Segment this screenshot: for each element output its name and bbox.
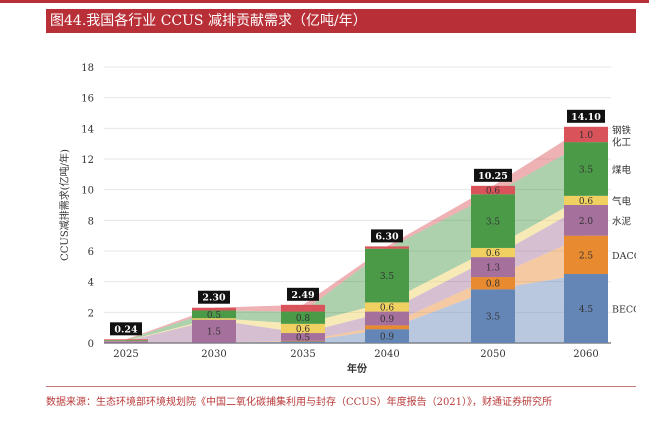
legend-label-steel: 钢铁	[612, 124, 632, 136]
x-tick-label: 2040	[374, 349, 399, 360]
total-label-box	[371, 229, 403, 243]
figure-title: 图44.我国各行业 CCUS 减排贡献需求（亿吨/年）	[50, 13, 367, 29]
total-label: 14.10	[571, 112, 601, 123]
segment-value-label: 3.5	[486, 313, 501, 323]
segment-value-label: 3.5	[486, 218, 501, 228]
footer-rule	[46, 386, 636, 387]
legend-label: 煤电	[612, 164, 632, 176]
segment-value-label: 1.0	[579, 131, 594, 141]
y-tick-label: 2	[88, 308, 94, 319]
bar-segment	[365, 325, 409, 330]
segment-value-label: 0.8	[296, 314, 311, 324]
segment-value-label: 0.6	[296, 325, 311, 335]
segment-value-label: 0.9	[380, 333, 395, 343]
bar-segment	[564, 142, 608, 196]
y-tick-label: 0	[88, 339, 94, 350]
bar-segment	[104, 340, 148, 341]
bar-segment	[564, 235, 608, 274]
segment-value-label: 0.9	[380, 315, 395, 325]
total-label-box	[198, 290, 230, 304]
bar-segment	[365, 311, 409, 326]
bar-segment	[471, 185, 515, 195]
top-rule	[0, 0, 649, 3]
x-tick-label: 2060	[573, 349, 598, 360]
bar-segment	[192, 310, 236, 319]
bar-segment	[471, 257, 515, 278]
y-axis-title: CCUS减排需求(亿吨/年)	[58, 149, 71, 261]
segment-value-label: 2.5	[579, 251, 594, 261]
legend-label: 气电	[612, 195, 632, 207]
total-label: 10.25	[478, 171, 508, 182]
segment-value-label: 0.5	[296, 333, 311, 343]
bar-segment	[281, 311, 325, 324]
x-tick-label: 2035	[290, 349, 315, 360]
legend-label-chemical: 化工	[612, 136, 632, 148]
bar-segment	[281, 304, 325, 312]
x-tick-label: 2030	[201, 349, 226, 360]
total-label-box	[567, 109, 605, 123]
bar-segment	[281, 323, 325, 334]
bar-segment	[104, 341, 148, 343]
segment-value-label: 0.6	[486, 249, 501, 259]
bar-segment	[564, 126, 608, 143]
segment-value-label: 4.5	[579, 305, 594, 315]
segment-value-label: 0.6	[486, 187, 501, 197]
x-tick-label: 2050	[480, 349, 505, 360]
bar-segment	[365, 302, 409, 312]
stacked-area-chart: 0 2 4 6 8 10 12 14 16 18 0.9 3.5 4.5 0.8 2.5 1.5 0.5 0.9 1…	[58, 63, 636, 375]
segment-value-label: 3.5	[380, 272, 395, 282]
area-band-3	[126, 195, 586, 342]
bar-segment	[471, 194, 515, 248]
bar-segment	[365, 329, 409, 343]
bar-segment	[365, 248, 409, 303]
total-label-box	[287, 287, 319, 301]
bar-segment	[281, 341, 325, 343]
segment-value-label: 0.8	[486, 280, 501, 290]
segment-value-label: 1.5	[207, 328, 222, 338]
total-label-box	[110, 322, 142, 336]
y-tick-label: 4	[88, 278, 94, 289]
source-note: 数据来源：生态环境部环境规划院《中国二氧化碳捕集利用与封存（CCUS）年度报告（…	[46, 397, 553, 408]
bar-segment	[281, 333, 325, 341]
bar-segment	[192, 319, 236, 343]
bar-segment	[192, 318, 236, 320]
total-label: 0.24	[114, 324, 138, 335]
segment-value-label: 0.5	[207, 311, 222, 321]
y-tick-label: 8	[88, 216, 94, 227]
total-label-box	[474, 168, 512, 182]
bar-segment	[471, 247, 515, 258]
x-tick-label: 2025	[113, 349, 138, 360]
segment-value-label: 0.6	[579, 197, 594, 207]
bar-segment	[564, 274, 608, 343]
segment-value-label: 1.3	[486, 264, 501, 274]
bar-segment	[471, 289, 515, 343]
bar-segment	[281, 340, 325, 342]
total-label: 6.30	[375, 231, 399, 242]
x-axis-title: 年份	[347, 362, 368, 375]
bar-segment	[192, 307, 236, 311]
bar-segment	[564, 195, 608, 205]
y-tick-label: 16	[81, 94, 94, 105]
legend-label: 水泥	[612, 215, 632, 227]
bar-segment	[104, 339, 148, 341]
y-tick-label: 12	[81, 155, 94, 166]
bar-segment	[564, 205, 608, 236]
total-label: 2.30	[202, 293, 226, 304]
title-bar: 图44.我国各行业 CCUS 减排贡献需求（亿吨/年）	[46, 9, 636, 33]
segment-value-label: 3.5	[579, 165, 594, 175]
legend-label: BECCS	[612, 305, 636, 316]
legend-label: DACCS	[612, 251, 636, 262]
bar-segment	[471, 277, 515, 290]
y-tick-label: 14	[81, 124, 94, 135]
bar-segment	[365, 246, 409, 249]
segment-value-label: 0.6	[380, 303, 395, 313]
y-tick-label: 6	[88, 247, 94, 258]
total-label: 2.49	[291, 290, 315, 301]
y-tick-label: 10	[81, 186, 94, 197]
y-tick-label: 18	[81, 63, 94, 74]
segment-value-label: 2.0	[579, 217, 594, 227]
